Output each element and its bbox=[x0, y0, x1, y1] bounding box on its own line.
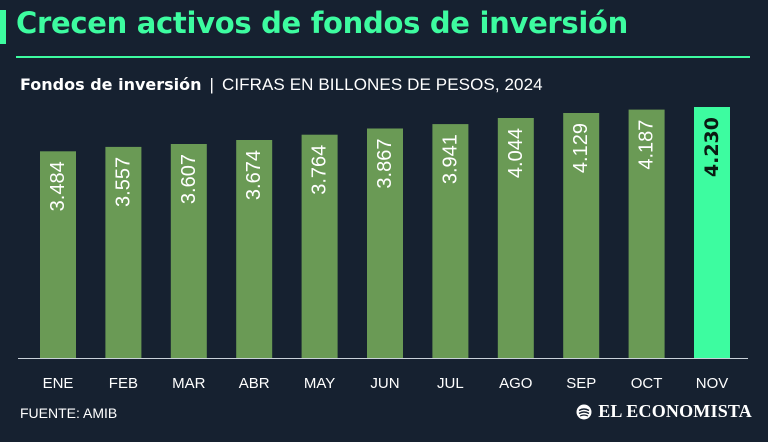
bar-nov bbox=[694, 107, 730, 358]
bar-jun bbox=[367, 128, 403, 358]
bar-ago bbox=[497, 118, 534, 358]
value-label-may: 3.764 bbox=[309, 145, 331, 195]
brand-logo: EL ECONOMISTA bbox=[576, 401, 752, 422]
value-label-oct: 4.187 bbox=[636, 120, 658, 170]
value-label-feb: 3.557 bbox=[112, 157, 134, 207]
chart-subtitle: Fondos de inversión | CIFRAS EN BILLONES D… bbox=[20, 75, 543, 95]
value-label-jun: 3.867 bbox=[374, 139, 396, 189]
value-label-sep: 4.129 bbox=[570, 123, 592, 173]
value-label-mar: 3.607 bbox=[178, 154, 200, 204]
x-tick-mar: MAR bbox=[172, 375, 206, 392]
bar-sep bbox=[563, 113, 600, 358]
subtitle-main: Fondos de inversión bbox=[20, 75, 202, 94]
x-tick-oct: OCT bbox=[631, 375, 663, 392]
value-label-nov: 4.230 bbox=[701, 117, 723, 177]
bar-group bbox=[40, 107, 730, 358]
x-tick-feb: FEB bbox=[109, 375, 138, 392]
x-tick-jul: JUL bbox=[437, 375, 464, 392]
x-axis-labels: ENE FEB MAR ABR MAY JUN JUL AGO SEP OCT NOV bbox=[43, 375, 729, 392]
x-tick-abr: ABR bbox=[239, 375, 270, 392]
value-label-jul: 3.941 bbox=[439, 134, 461, 184]
bar-jul bbox=[432, 124, 469, 358]
x-tick-ago: AGO bbox=[499, 375, 532, 392]
subtitle-unit: CIFRAS EN BILLONES DE PESOS, 2024 bbox=[221, 75, 543, 94]
x-tick-may: MAY bbox=[304, 375, 335, 392]
brand-name: EL ECONOMISTA bbox=[598, 401, 752, 421]
bar-oct bbox=[628, 109, 665, 358]
title-accent-bar bbox=[0, 10, 6, 44]
bar-feb bbox=[105, 146, 142, 358]
value-label-ago: 4.044 bbox=[505, 128, 527, 178]
value-label-abr: 3.674 bbox=[243, 150, 265, 200]
chart-title: Crecen activos de fondos de inversión bbox=[16, 6, 629, 40]
value-label-ene: 3.484 bbox=[47, 161, 69, 211]
value-label-group: 3.484 3.557 3.607 3.674 3.764 3.867 3.941 4.044… bbox=[47, 117, 723, 211]
x-tick-nov: NOV bbox=[696, 375, 729, 392]
title-divider bbox=[16, 56, 750, 58]
x-tick-ene: ENE bbox=[43, 375, 74, 392]
subtitle-separator: | bbox=[209, 75, 214, 94]
bar-mar bbox=[170, 144, 207, 358]
bar-abr bbox=[236, 140, 273, 358]
source-note: FUENTE: AMIB bbox=[20, 405, 118, 421]
x-tick-jun: JUN bbox=[370, 375, 399, 392]
bar-ene bbox=[40, 151, 76, 358]
bar-may bbox=[301, 134, 338, 358]
x-tick-sep: SEP bbox=[566, 375, 596, 392]
globe-icon bbox=[576, 404, 592, 419]
